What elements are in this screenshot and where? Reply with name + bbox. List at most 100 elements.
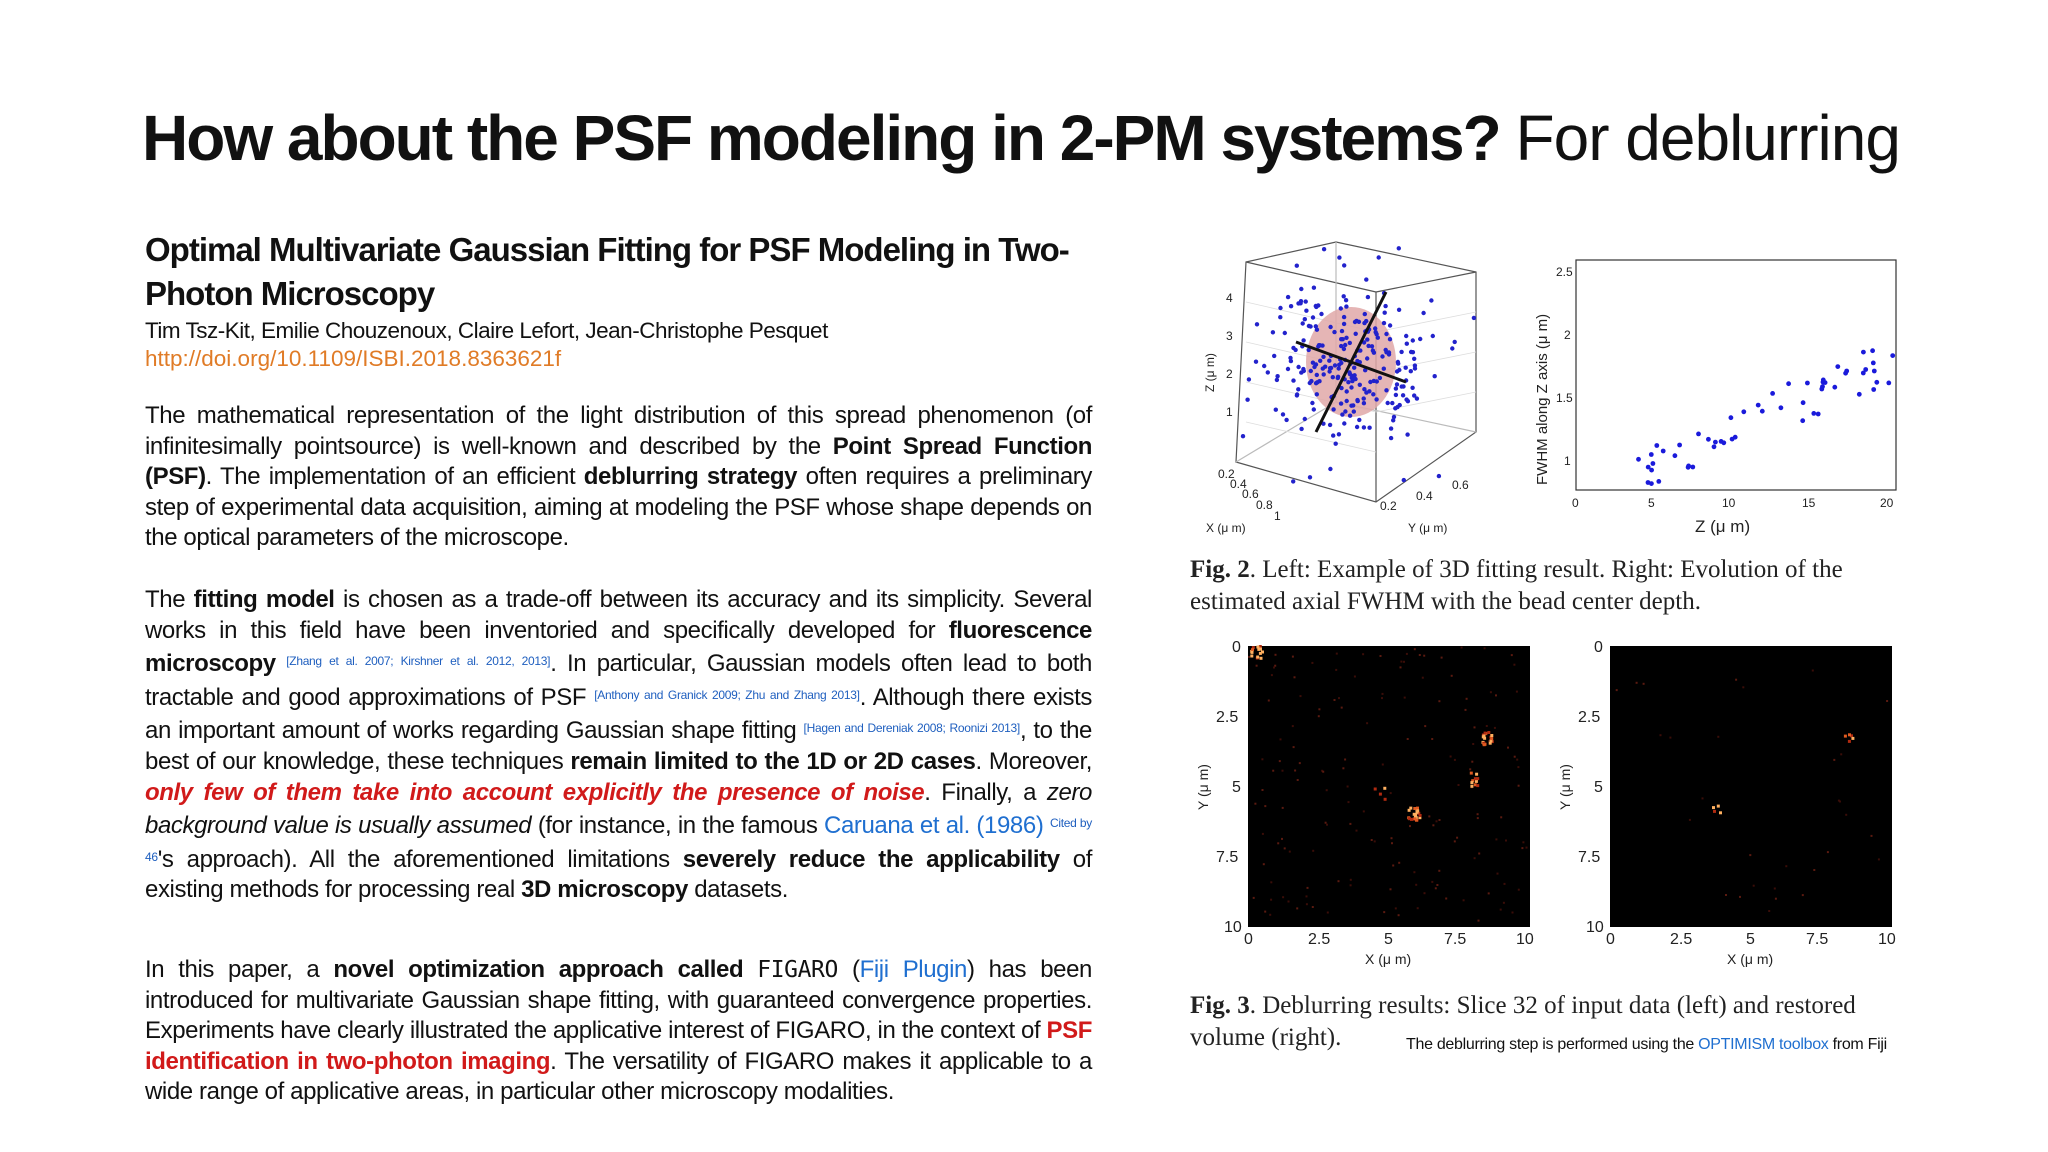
noise-pixel [1282, 896, 1285, 899]
scatter-point [1337, 255, 1342, 260]
paper-doi-link[interactable]: http://doi.org/10.1109/ISBI.2018.8363621… [145, 346, 562, 371]
scatter-point [1306, 323, 1312, 329]
noise-pixel [1326, 911, 1329, 914]
fwhm-point [1711, 444, 1717, 450]
scatter-point [1333, 441, 1338, 446]
noise-pixel [1413, 871, 1416, 874]
noise-pixel [1338, 697, 1340, 700]
noise-pixel [1262, 863, 1265, 866]
noise-pixel [1438, 700, 1441, 703]
bright-spot [1848, 733, 1851, 737]
fwhm-point [1660, 448, 1666, 454]
fwhm-point [1843, 370, 1848, 376]
paragraph-psf-definition: The mathematical representation of the l… [145, 401, 1092, 554]
scatter-point [1396, 307, 1402, 312]
noise-pixel [1500, 816, 1503, 819]
paper-title: Optimal Multivariate Gaussian Fitting fo… [145, 231, 1070, 312]
fwhm-point [1672, 453, 1678, 459]
noise-pixel [1296, 779, 1299, 781]
y-tick: 5 [1232, 779, 1241, 796]
noise-pixel [1434, 887, 1437, 890]
scatter-point [1301, 366, 1306, 372]
scatter-point [1291, 378, 1296, 383]
bright-spot [1843, 734, 1847, 738]
scatter-point [1410, 385, 1415, 390]
scatter-point [1384, 331, 1389, 337]
bright-spot [1378, 792, 1382, 796]
deblurring-note: The deblurring step is performed using t… [1406, 1034, 1946, 1055]
noise-pixel [1394, 907, 1397, 910]
noise-pixel [1877, 858, 1880, 861]
noise-pixel [1392, 864, 1395, 867]
noise-pixel [1248, 655, 1251, 658]
scatter-point [1351, 409, 1356, 414]
optimism-toolbox-link[interactable]: OPTIMISM toolbox [1698, 1036, 1829, 1053]
noise-pixel [1355, 829, 1358, 832]
fwhm-point [1755, 402, 1761, 408]
x-axis-label: X (μ m) [1727, 951, 1773, 967]
scatter-point [1399, 349, 1404, 355]
fwhm-point [1811, 411, 1817, 416]
noise-pixel [1826, 851, 1829, 854]
cited-by-badge[interactable]: Cited by 46 [145, 816, 1092, 864]
scatter-point [1265, 370, 1270, 375]
scatter-point [1377, 375, 1383, 381]
scatter-point [1432, 374, 1437, 379]
scatter-point [1336, 366, 1341, 371]
bright-spot [1417, 811, 1421, 815]
noise-pixel [1522, 841, 1525, 844]
scatter-point [1294, 263, 1299, 268]
noise-pixel [1391, 842, 1393, 845]
scatter-point [1245, 397, 1250, 402]
scatter-point [1338, 401, 1344, 406]
scatter-point [1254, 322, 1260, 327]
x-tick: 2.5 [1670, 931, 1692, 948]
heatmap-speckles [1615, 669, 1889, 912]
principal-axis [1295, 340, 1407, 384]
fiji-plugin-link[interactable]: Fiji Plugin [859, 956, 968, 983]
x-tick: 0 [1606, 931, 1615, 948]
scatter-point [1374, 379, 1379, 384]
noise-pixel [1347, 801, 1350, 804]
z-axis-label: Z (μ m) [1203, 353, 1217, 392]
bright-spot [1469, 771, 1473, 775]
noise-pixel [1701, 797, 1704, 800]
noise-pixel [1305, 895, 1308, 898]
bright-spot [1712, 806, 1715, 810]
citation[interactable]: [Zhang et al. 2007; Kirshner et al. 2012… [286, 654, 551, 669]
scatter-point [1391, 414, 1397, 420]
noise-pixel [1298, 762, 1301, 765]
noise-pixel [1305, 903, 1308, 906]
z-tick: 3 [1226, 329, 1233, 343]
noise-pixel [1272, 769, 1275, 772]
noise-pixel [1453, 840, 1456, 843]
caption-text: . Left: Example of 3D fitting result. Ri… [1190, 556, 1843, 615]
scatter-point [1394, 382, 1400, 387]
noise-pixel [1397, 914, 1400, 917]
caruana-link[interactable]: Caruana et al. (1986) [824, 812, 1044, 840]
noise-pixel [1499, 908, 1502, 911]
noise-pixel [1318, 708, 1321, 711]
noise-pixel [1445, 897, 1448, 900]
text-span: . In particular, Gaussian models often l… [145, 650, 1092, 711]
y-tick: 0.2 [1380, 499, 1397, 513]
bright-spot [1490, 734, 1494, 737]
fwhm-point [1820, 377, 1826, 383]
scatter-point [1384, 388, 1389, 393]
citation[interactable]: [Hagen and Dereniak 2008; Roonizi 2013] [803, 721, 1021, 736]
bright-spot [1407, 808, 1411, 812]
bright-spot [1487, 731, 1491, 734]
z-tick: 1 [1226, 405, 1233, 419]
noise-pixel [1435, 820, 1438, 823]
citation[interactable]: [Anthony and Granick 2009; Zhu and Zhang… [594, 687, 860, 702]
fwhm-point [1871, 387, 1877, 392]
y-tick: 0.6 [1452, 478, 1469, 492]
scatter-point [1328, 365, 1334, 371]
noise-pixel [1293, 676, 1296, 679]
text-span: The [145, 586, 194, 613]
scatter-point [1401, 477, 1406, 483]
bold-span: remain limited to the 1D or 2D cases [570, 747, 976, 775]
noise-pixel [1487, 892, 1490, 895]
noise-pixel [1349, 884, 1352, 887]
noise-pixel [1503, 882, 1506, 885]
